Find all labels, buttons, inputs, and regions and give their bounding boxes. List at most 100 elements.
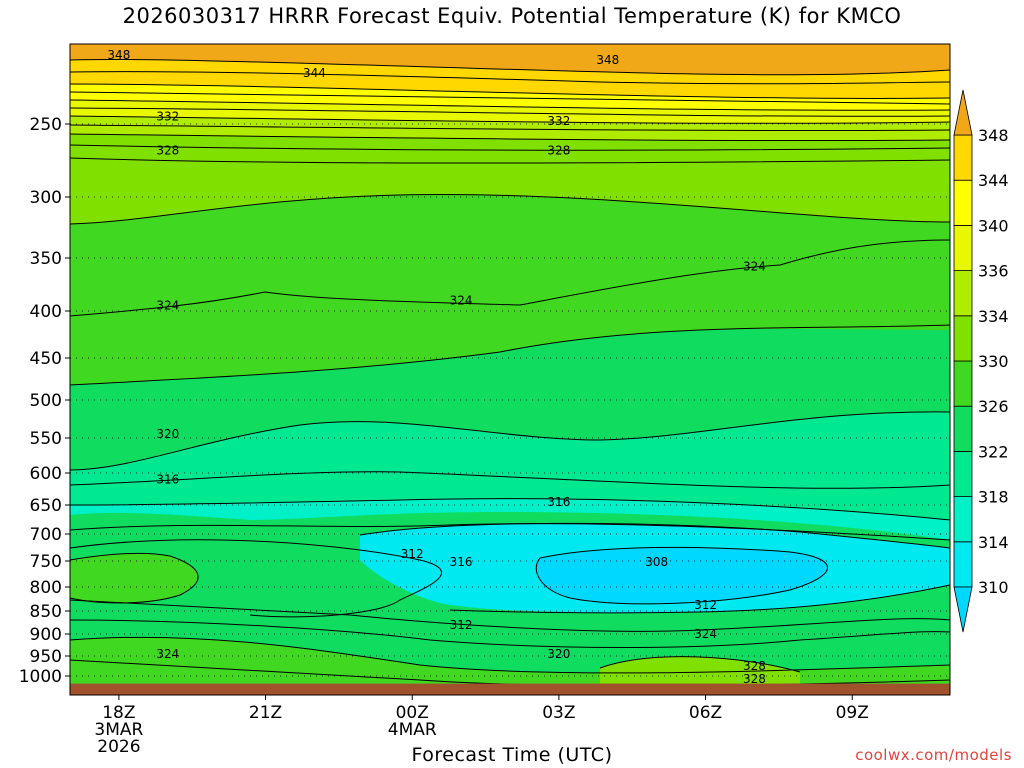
y-tick-label-950: 950 xyxy=(30,647,62,667)
contour-label-10: 320 xyxy=(156,427,179,441)
contour-label-18: 324 xyxy=(156,647,179,661)
band-330-12 xyxy=(600,656,800,690)
y-tick-label-700: 700 xyxy=(30,525,62,545)
contour-line-20 xyxy=(449,584,950,614)
band-348-0 xyxy=(70,44,950,75)
contour-label-text-7: 324 xyxy=(156,299,179,313)
contour-label-19: 324 xyxy=(694,627,717,641)
contour-line-23 xyxy=(70,599,950,632)
colorbar-label-348: 348 xyxy=(978,126,1009,145)
y-tick-label-350: 350 xyxy=(30,249,62,269)
x-tick-label-1-0: 21Z xyxy=(249,703,282,723)
band-318-7 xyxy=(70,411,950,520)
contour-label-text-2: 344 xyxy=(303,66,326,80)
contour-label-20: 320 xyxy=(547,647,570,661)
contour-line-17 xyxy=(70,523,950,541)
contour-line-10 xyxy=(70,157,950,164)
contour-line-24 xyxy=(70,619,950,648)
contour-label-4: 332 xyxy=(547,114,570,128)
contour-label-8: 324 xyxy=(450,293,473,307)
contour-line-6 xyxy=(70,115,950,124)
colorbar-cell-314 xyxy=(953,496,973,543)
contour-label-9: 324 xyxy=(743,259,766,273)
plot-frame xyxy=(69,43,951,696)
contour-line-26 xyxy=(599,656,801,673)
contour-label-text-12: 316 xyxy=(547,495,570,509)
contour-label-text-11: 316 xyxy=(156,472,179,486)
colorbar-label-318: 318 xyxy=(978,488,1009,507)
contour-label-12: 316 xyxy=(547,495,570,509)
contour-line-11 xyxy=(70,193,950,225)
contour-label-text-13: 312 xyxy=(401,547,424,561)
colorbar-label-322: 322 xyxy=(978,442,1009,461)
contour-label-15: 308 xyxy=(645,555,668,569)
band-334-4 xyxy=(70,116,950,141)
y-tick-label-600: 600 xyxy=(30,464,62,484)
contour-line-1 xyxy=(70,71,950,85)
x-tick-label-2-1: 4MAR xyxy=(388,720,437,740)
contour-line-9 xyxy=(70,144,950,151)
contour-line-4 xyxy=(70,99,950,111)
band-314-8 xyxy=(70,498,950,540)
contour-label-1: 348 xyxy=(596,53,619,67)
ground-bar xyxy=(70,683,950,695)
contour-label-6: 328 xyxy=(547,143,570,157)
x-tick-label-5-0: 09Z xyxy=(836,703,869,723)
colorbar-label-314: 314 xyxy=(978,533,1009,552)
colorbar-cell-326 xyxy=(953,360,973,407)
contour-line-19 xyxy=(359,522,950,549)
contour-label-text-17: 312 xyxy=(450,618,473,632)
contour-label-text-6: 328 xyxy=(547,143,570,157)
contour-label-0: 348 xyxy=(107,48,130,62)
contour-label-text-14: 316 xyxy=(450,555,473,569)
contour-label-21: 328 xyxy=(743,659,766,673)
contour-label-3: 332 xyxy=(156,110,179,124)
colorbar-label-334: 334 xyxy=(978,307,1009,326)
contour-line-18 xyxy=(70,539,442,618)
contour-label-text-15: 308 xyxy=(645,555,668,569)
x-axis-title: Forecast Time (UTC) xyxy=(411,744,613,766)
colorbar-label-326: 326 xyxy=(978,397,1009,416)
contour-label-2: 344 xyxy=(303,66,326,80)
contour-line-2 xyxy=(70,83,950,99)
contour-line-14 xyxy=(70,411,950,471)
colorbar: 310 314 318 322 326 330 334 336 340 344 348 xyxy=(953,89,1009,633)
contour-line-12 xyxy=(70,239,950,317)
band-330-5 xyxy=(70,134,950,224)
colorbar-cell-322 xyxy=(953,405,973,452)
contour-label-text-9: 324 xyxy=(743,259,766,273)
colorbar-cell-340 xyxy=(953,179,973,226)
x-tick-label-0-1: 3MAR xyxy=(94,720,143,740)
y-tick-label-800: 800 xyxy=(30,578,62,598)
band-326-6 xyxy=(70,194,950,385)
contour-label-text-0: 348 xyxy=(107,48,130,62)
contour-label-text-21: 328 xyxy=(743,659,766,673)
band-336-3 xyxy=(70,100,950,124)
colorbar-cell-336 xyxy=(953,224,973,271)
credit-link[interactable]: coolwx.com/models xyxy=(855,746,1012,764)
chart-title: 2026030317 HRRR Forecast Equiv. Potentia… xyxy=(122,4,902,28)
contour-label-13: 312 xyxy=(401,547,424,561)
contour-label-text-5: 328 xyxy=(156,143,179,157)
x-tick-label-3-0: 03Z xyxy=(542,703,575,723)
contour-label-22: 328 xyxy=(743,672,766,686)
contour-line-layer xyxy=(70,58,950,687)
contour-label-text-22: 328 xyxy=(743,672,766,686)
colorbar-cell-334 xyxy=(953,270,973,317)
contour-line-0 xyxy=(70,58,950,76)
colorbar-cell-330 xyxy=(953,315,973,362)
contour-line-15 xyxy=(70,471,950,489)
contour-label-text-10: 320 xyxy=(156,427,179,441)
contour-label-text-1: 348 xyxy=(596,53,619,67)
contour-label-text-19: 324 xyxy=(694,627,717,641)
contour-label-16: 312 xyxy=(694,598,717,612)
colorbar-label-330: 330 xyxy=(978,352,1009,371)
colorbar-cell-318 xyxy=(953,450,973,497)
contour-line-8 xyxy=(70,133,950,142)
x-tick-label-4-0: 06Z xyxy=(689,703,722,723)
band-326-13 xyxy=(70,553,199,603)
contour-line-16 xyxy=(70,498,950,521)
colorbar-cell-344 xyxy=(953,134,973,181)
